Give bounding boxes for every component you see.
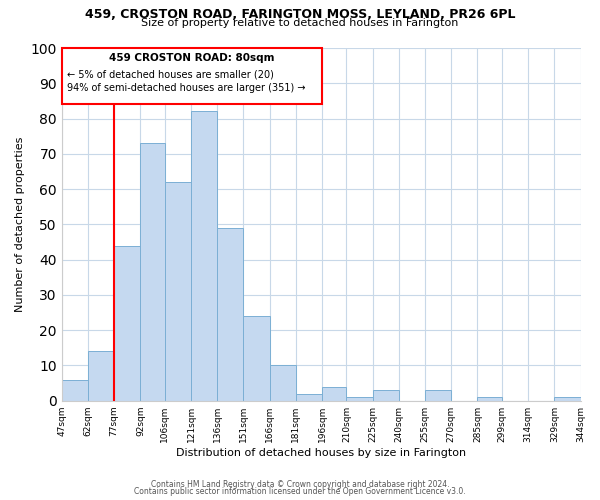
Bar: [217, 228, 244, 400]
Text: Contains HM Land Registry data © Crown copyright and database right 2024.: Contains HM Land Registry data © Crown c…: [151, 480, 449, 489]
Bar: [88, 352, 114, 401]
Bar: [140, 143, 165, 401]
Text: 94% of semi-detached houses are larger (351) →: 94% of semi-detached houses are larger (…: [67, 84, 305, 94]
Bar: [425, 390, 451, 400]
X-axis label: Distribution of detached houses by size in Farington: Distribution of detached houses by size …: [176, 448, 466, 458]
Bar: [62, 380, 88, 400]
Y-axis label: Number of detached properties: Number of detached properties: [15, 136, 25, 312]
Text: Contains public sector information licensed under the Open Government Licence v3: Contains public sector information licen…: [134, 487, 466, 496]
Bar: [296, 394, 322, 400]
Text: ← 5% of detached houses are smaller (20): ← 5% of detached houses are smaller (20): [67, 69, 274, 79]
Text: 459 CROSTON ROAD: 80sqm: 459 CROSTON ROAD: 80sqm: [109, 54, 275, 64]
Bar: [373, 390, 399, 400]
Bar: [191, 112, 217, 401]
Bar: [165, 182, 191, 400]
Bar: [554, 397, 581, 400]
Bar: [114, 246, 140, 400]
Bar: [322, 386, 346, 400]
Bar: [478, 397, 502, 400]
Text: 459, CROSTON ROAD, FARINGTON MOSS, LEYLAND, PR26 6PL: 459, CROSTON ROAD, FARINGTON MOSS, LEYLA…: [85, 8, 515, 20]
FancyBboxPatch shape: [62, 48, 322, 104]
Bar: [269, 366, 296, 400]
Bar: [346, 397, 373, 400]
Bar: [244, 316, 269, 400]
Text: Size of property relative to detached houses in Farington: Size of property relative to detached ho…: [142, 18, 458, 28]
